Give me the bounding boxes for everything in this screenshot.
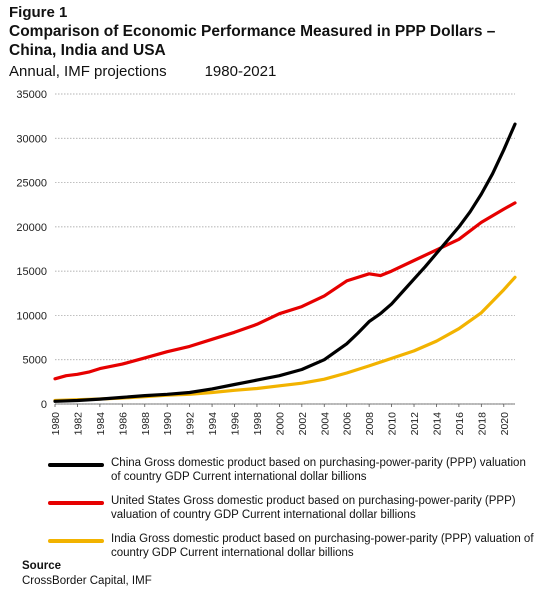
x-tick-label: 1996 <box>230 412 242 436</box>
x-tick-label: 2014 <box>431 412 443 436</box>
x-tick-label: 1994 <box>207 412 219 436</box>
figure-label: Figure 1 <box>9 4 68 21</box>
chart-subtitle: Annual, IMF projections 1980-2021 <box>9 63 276 80</box>
x-tick-label: 1982 <box>72 412 84 436</box>
y-tick-label: 0 <box>41 399 47 411</box>
y-tick-label: 15000 <box>16 266 47 278</box>
y-tick-label: 10000 <box>16 310 47 322</box>
x-tick-label: 1984 <box>95 412 107 436</box>
y-tick-label: 5000 <box>23 355 47 367</box>
x-tick-label: 2016 <box>454 412 466 436</box>
legend-label-india: India Gross domestic product based on pu… <box>111 533 534 559</box>
legend-label-usa: United States Gross domestic product bas… <box>111 495 516 521</box>
source-text: CrossBorder Capital, IMF <box>22 575 152 587</box>
chart-title: Comparison of Economic Performance Measu… <box>9 23 496 59</box>
x-tick-label: 1998 <box>252 412 264 436</box>
x-tick-label: 1986 <box>117 412 129 436</box>
legend-item-india: India Gross domestic product based on pu… <box>48 532 538 570</box>
series-line-usa <box>53 201 517 381</box>
x-tick-label: 2000 <box>274 412 286 436</box>
x-tick-label: 2004 <box>319 412 331 436</box>
x-tick-label: 2012 <box>409 412 421 436</box>
legend-item-usa: United States Gross domestic product bas… <box>48 494 538 532</box>
x-tick-label: 1990 <box>162 412 174 436</box>
series-line-india <box>53 275 517 403</box>
legend-swatch-usa <box>48 501 104 505</box>
legend-swatch-china <box>48 463 104 467</box>
date-range: 1980-2021 <box>204 63 277 80</box>
x-tick-label: 2008 <box>364 412 376 436</box>
series-line-china <box>53 122 517 403</box>
x-tick-label: 2010 <box>387 412 399 436</box>
y-tick-label: 25000 <box>16 178 47 190</box>
legend-item-china: China Gross domestic product based on pu… <box>48 456 538 494</box>
x-tick-label: 2020 <box>499 412 511 436</box>
x-tick-label: 2018 <box>476 412 488 436</box>
chart-legend: China Gross domestic product based on pu… <box>48 456 538 570</box>
x-tick-label: 1988 <box>140 412 152 436</box>
y-tick-label: 20000 <box>16 222 47 234</box>
subtitle-text: Annual, IMF projections <box>9 63 167 80</box>
x-tick-label: 2002 <box>297 412 309 436</box>
x-tick-label: 2006 <box>342 412 354 436</box>
x-tick-label: 1992 <box>185 412 197 436</box>
legend-label-china: China Gross domestic product based on pu… <box>111 457 526 483</box>
source-label: Source <box>22 560 61 572</box>
line-chart: 0 5000 10000 15000 20000 25000 30000 35000 1980 1… <box>16 89 517 436</box>
y-tick-label: 30000 <box>16 133 47 145</box>
x-tick-label: 1980 <box>50 412 62 436</box>
y-tick-label: 35000 <box>16 89 47 101</box>
legend-swatch-india <box>48 539 104 543</box>
